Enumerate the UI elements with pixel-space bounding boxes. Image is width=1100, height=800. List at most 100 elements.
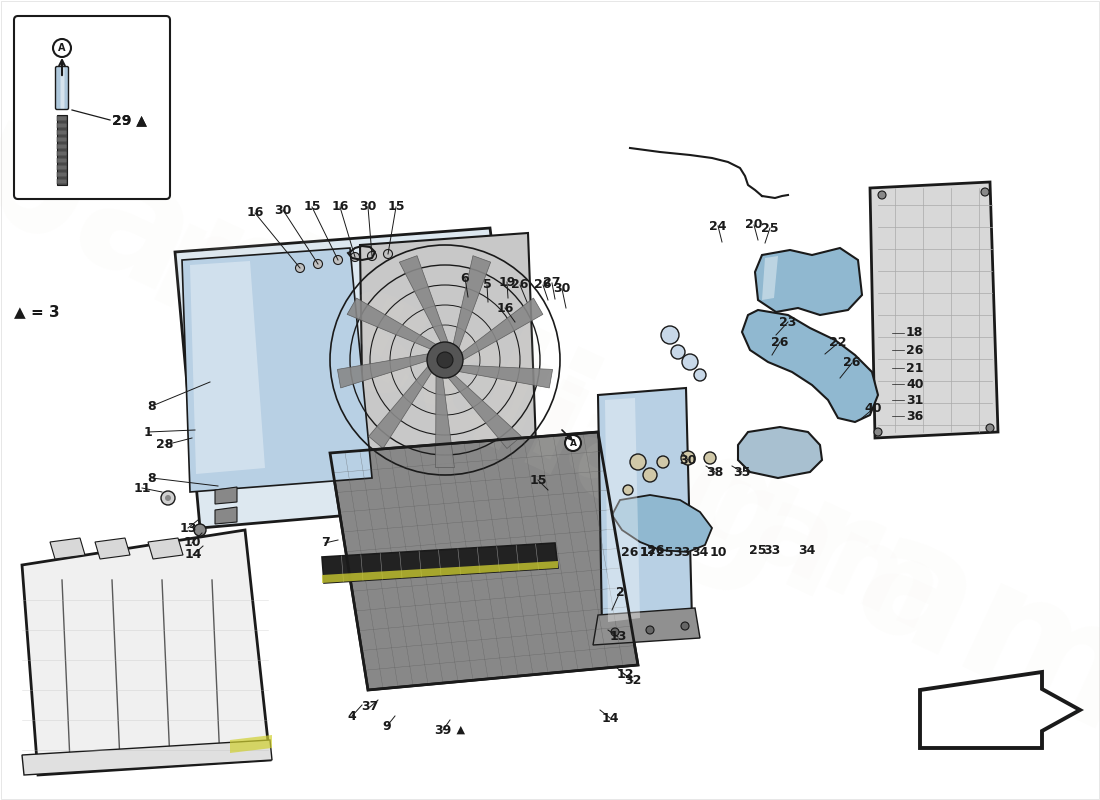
Text: 14: 14 — [602, 711, 618, 725]
Text: 14: 14 — [185, 549, 201, 562]
Circle shape — [165, 495, 170, 501]
Text: 29 ▲: 29 ▲ — [112, 113, 147, 127]
Circle shape — [333, 255, 342, 265]
Text: 36: 36 — [906, 410, 923, 422]
Text: 8: 8 — [147, 399, 156, 413]
Text: 16: 16 — [246, 206, 264, 219]
Text: 25: 25 — [761, 222, 779, 234]
FancyBboxPatch shape — [60, 67, 65, 109]
Text: 2: 2 — [616, 586, 625, 598]
Text: partsdiagram: partsdiagram — [0, 87, 1100, 773]
Polygon shape — [742, 310, 878, 422]
Text: 34: 34 — [691, 546, 708, 558]
Text: 8: 8 — [147, 471, 156, 485]
Text: 22: 22 — [829, 337, 847, 350]
Text: ▲: ▲ — [453, 725, 465, 735]
Circle shape — [644, 468, 657, 482]
Bar — [57, 115, 67, 185]
Text: 32: 32 — [625, 674, 641, 687]
Text: 13: 13 — [179, 522, 197, 534]
Polygon shape — [459, 366, 552, 388]
Text: 30: 30 — [553, 282, 571, 295]
Circle shape — [681, 622, 689, 630]
Polygon shape — [182, 248, 372, 492]
Circle shape — [874, 428, 882, 436]
Text: 4: 4 — [348, 710, 356, 722]
Text: 6: 6 — [461, 271, 470, 285]
Bar — [57, 130, 67, 135]
Polygon shape — [330, 432, 638, 690]
Circle shape — [878, 191, 886, 199]
Polygon shape — [436, 375, 454, 467]
Text: A: A — [58, 43, 66, 53]
Text: 34: 34 — [799, 545, 816, 558]
Circle shape — [161, 491, 175, 505]
Text: 25: 25 — [657, 546, 673, 558]
Text: 24: 24 — [710, 219, 727, 233]
Text: 38: 38 — [706, 466, 724, 478]
Circle shape — [623, 485, 632, 495]
Text: 40: 40 — [865, 402, 882, 415]
Text: 35: 35 — [734, 466, 750, 478]
Polygon shape — [175, 228, 525, 528]
Text: 26: 26 — [621, 546, 639, 558]
Circle shape — [661, 326, 679, 344]
Text: 10: 10 — [184, 537, 200, 550]
Text: 30: 30 — [360, 201, 376, 214]
Circle shape — [986, 424, 994, 432]
Polygon shape — [399, 256, 448, 342]
Polygon shape — [190, 261, 265, 474]
Polygon shape — [368, 366, 432, 449]
Text: 19: 19 — [498, 275, 516, 289]
Polygon shape — [322, 561, 558, 583]
Circle shape — [296, 263, 305, 273]
Text: 5: 5 — [483, 278, 492, 291]
Circle shape — [351, 253, 360, 262]
Text: 26: 26 — [771, 335, 789, 349]
Polygon shape — [50, 538, 85, 559]
Text: ▲ = 3: ▲ = 3 — [14, 305, 59, 319]
Bar — [57, 137, 67, 142]
Text: 15: 15 — [387, 201, 405, 214]
Polygon shape — [322, 543, 558, 583]
Polygon shape — [453, 256, 491, 349]
Text: 17: 17 — [639, 546, 657, 558]
Text: 29 ▲: 29 ▲ — [112, 113, 147, 127]
Polygon shape — [612, 495, 712, 552]
Text: 27: 27 — [543, 277, 561, 290]
Text: 21: 21 — [906, 362, 924, 374]
Text: 26: 26 — [535, 278, 552, 291]
Text: 12: 12 — [616, 669, 634, 682]
Bar — [57, 116, 67, 121]
Text: 26: 26 — [906, 343, 923, 357]
Text: 18: 18 — [906, 326, 923, 339]
FancyBboxPatch shape — [55, 66, 68, 110]
Circle shape — [630, 454, 646, 470]
Text: 10: 10 — [710, 546, 727, 558]
Circle shape — [671, 345, 685, 359]
Text: 11: 11 — [133, 482, 151, 494]
Text: 17: 17 — [639, 546, 657, 558]
Circle shape — [657, 456, 669, 468]
Circle shape — [704, 452, 716, 464]
Text: 33: 33 — [763, 545, 781, 558]
Text: 15: 15 — [529, 474, 547, 486]
Text: 15: 15 — [304, 201, 321, 214]
Text: partsdiagram: partsdiagram — [143, 202, 957, 658]
Polygon shape — [22, 740, 272, 775]
Circle shape — [682, 354, 698, 370]
Polygon shape — [598, 388, 692, 628]
Polygon shape — [920, 672, 1080, 748]
Circle shape — [427, 342, 463, 378]
Polygon shape — [738, 427, 822, 478]
Text: 20: 20 — [746, 218, 762, 231]
Text: 16: 16 — [331, 201, 349, 214]
Text: 16: 16 — [496, 302, 514, 314]
Polygon shape — [22, 530, 270, 775]
Bar — [57, 179, 67, 184]
Circle shape — [384, 250, 393, 258]
Polygon shape — [348, 298, 436, 349]
Text: 30: 30 — [680, 454, 696, 466]
Text: 7: 7 — [320, 537, 329, 550]
Text: 28: 28 — [156, 438, 174, 451]
